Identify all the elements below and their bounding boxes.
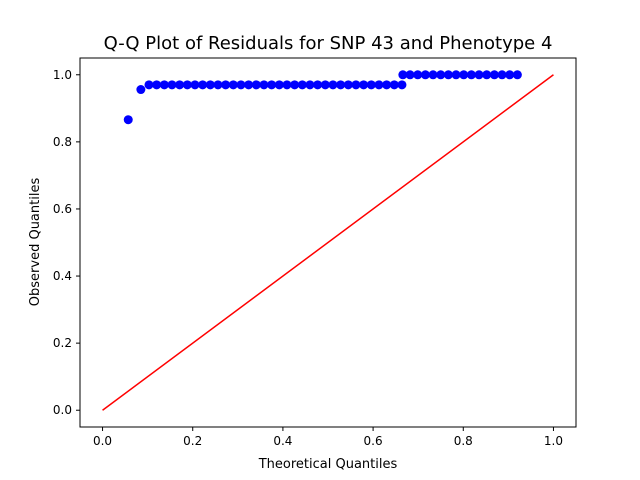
data-point [159,80,169,90]
data-point [428,70,438,80]
data-point [320,80,330,90]
data-point [152,80,162,90]
data-point [228,80,238,90]
data-point [336,80,346,90]
data-point [359,80,369,90]
data-point [405,70,415,80]
data-point [259,80,269,90]
data-point [198,80,208,90]
data-point [282,80,292,90]
data-point [398,70,408,80]
data-point [290,80,300,90]
data-point [221,80,231,90]
y-axis-ticks: 0.0 0.2 0.4 0.6 0.8 1.0 [53,68,80,417]
data-point [328,80,338,90]
data-point [389,80,399,90]
data-point [413,70,423,80]
data-point [167,80,177,90]
y-axis-label: Observed Quantiles [28,178,43,307]
data-point [420,70,430,80]
x-axis-ticks: 0.0 0.2 0.4 0.6 0.8 1.0 [93,427,563,448]
data-point [213,80,223,90]
data-point [489,70,499,80]
data-point [397,80,407,90]
data-point [482,70,492,80]
data-point [512,70,522,80]
data-point [182,80,192,90]
x-tick-label: 1.0 [544,434,563,448]
x-tick-label: 0.0 [93,434,112,448]
data-point [351,80,361,90]
data-point [451,70,461,80]
data-point [436,70,446,80]
data-point [343,80,353,90]
y-tick-label: 0.6 [53,202,72,216]
x-tick-label: 0.4 [273,434,292,448]
chart-title: Q-Q Plot of Residuals for SNP 43 and Phe… [104,33,553,54]
data-point [236,80,246,90]
data-point [190,80,200,90]
data-point [136,85,146,95]
data-point [382,80,392,90]
data-point [505,70,515,80]
y-tick-label: 0.8 [53,135,72,149]
data-point [123,115,133,125]
data-point [274,80,284,90]
data-point [305,80,315,90]
y-tick-label: 0.2 [53,336,72,350]
data-point [466,70,476,80]
data-point [366,80,376,90]
data-point [374,80,384,90]
x-tick-label: 0.6 [364,434,383,448]
data-point [251,80,261,90]
data-point [297,80,307,90]
data-point [459,70,469,80]
data-point [474,70,484,80]
data-point [205,80,215,90]
plot-frame [79,57,577,428]
data-point [443,70,453,80]
x-tick-label: 0.2 [183,434,202,448]
y-tick-label: 0.0 [53,403,72,417]
y-tick-label: 0.4 [53,269,72,283]
x-axis-label: Theoretical Quantiles [258,457,398,472]
data-point [313,80,323,90]
data-point [175,80,185,90]
x-tick-label: 0.8 [454,434,473,448]
data-point [267,80,277,90]
data-point [244,80,254,90]
plot-data-group [102,70,554,411]
data-point [144,80,154,90]
reference-line [102,74,554,411]
data-point [497,70,507,80]
y-tick-label: 1.0 [53,68,72,82]
